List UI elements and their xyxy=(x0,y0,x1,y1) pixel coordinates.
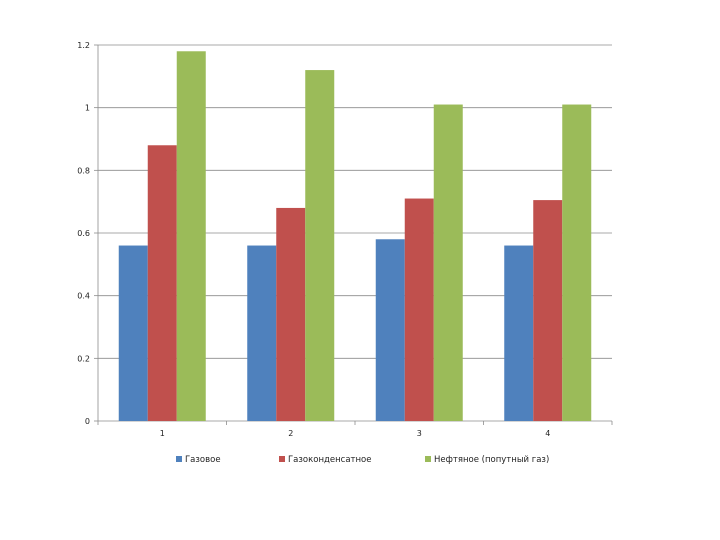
legend-label: Газовое xyxy=(185,455,221,465)
bar xyxy=(305,70,335,422)
x-tick-labels: 1 2 3 4 xyxy=(160,429,551,438)
legend-swatch xyxy=(425,456,431,462)
y-tick-labels: 0 0.2 0.4 0.6 0.8 1 1.2 xyxy=(77,41,90,426)
bar xyxy=(147,145,177,421)
legend-swatch xyxy=(176,456,182,462)
y-tick-label: 0.2 xyxy=(77,354,90,363)
x-tick-label: 2 xyxy=(288,429,293,438)
legend-swatch xyxy=(279,456,285,462)
bar xyxy=(433,104,463,422)
y-tick-label: 0 xyxy=(85,417,90,426)
x-tick-label: 4 xyxy=(545,429,550,438)
x-tick-label: 1 xyxy=(160,429,165,438)
y-tick-label: 0.8 xyxy=(77,166,90,175)
bars xyxy=(118,51,592,422)
legend-label: Нефтяное (попутный газ) xyxy=(434,455,549,465)
legend-label: Газоконденсатное xyxy=(288,455,372,465)
bar xyxy=(118,245,148,421)
x-tick-label: 3 xyxy=(417,429,422,438)
y-tick-label: 0.6 xyxy=(77,229,90,238)
bar xyxy=(533,200,563,421)
bar xyxy=(247,245,277,421)
bar xyxy=(504,245,534,421)
y-tick-label: 1.2 xyxy=(77,41,90,50)
bar xyxy=(562,104,592,422)
bar xyxy=(176,51,206,422)
bar xyxy=(404,198,434,421)
y-tick-label: 0.4 xyxy=(77,292,90,301)
bar xyxy=(276,207,306,421)
legend: Газовое Газоконденсатное Нефтяное (попутны… xyxy=(176,455,549,465)
bar xyxy=(375,239,405,421)
y-tick-label: 1 xyxy=(85,104,90,113)
